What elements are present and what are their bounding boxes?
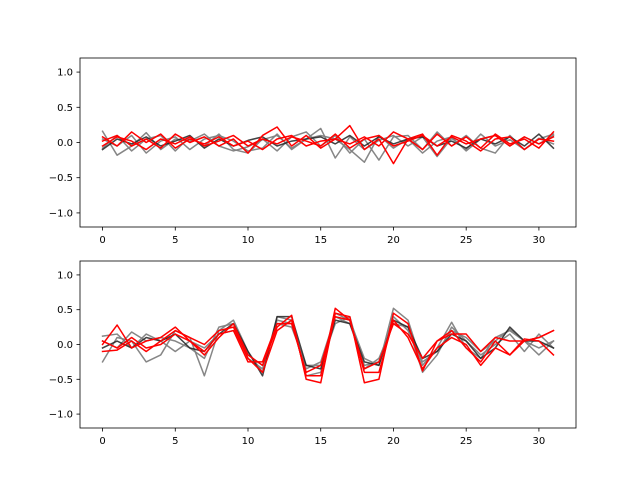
x-tick-label: 5	[172, 436, 178, 447]
subplot-1: 0 5 10 15 20 25 30 −1.0 −0.5 0.0 0.5 1.0	[49, 57, 577, 246]
series-line-7	[101, 133, 555, 151]
series-group	[101, 124, 555, 165]
x-tick-label: 10	[242, 436, 255, 447]
x-tick-label: 0	[99, 235, 105, 246]
y-tick-label: −0.5	[49, 375, 73, 386]
x-tick-label: 5	[172, 235, 178, 246]
series-line-6	[101, 124, 555, 165]
x-axis: 0 5 10 15 20 25 30	[99, 428, 545, 447]
x-tick-label: 15	[314, 436, 327, 447]
x-tick-label: 0	[99, 436, 105, 447]
x-axis: 0 5 10 15 20 25 30	[99, 227, 545, 246]
y-tick-label: 0.5	[57, 103, 73, 114]
x-tick-label: 25	[460, 235, 473, 246]
subplot-2: 0 5 10 15 20 25 30 −1.0 −0.5 0.0 0.5 1.0	[49, 260, 577, 447]
series-line-5	[101, 312, 555, 384]
y-tick-label: 0.0	[57, 340, 73, 351]
x-tick-label: 15	[314, 235, 327, 246]
y-tick-label: 1.0	[57, 68, 73, 79]
x-tick-label: 25	[460, 436, 473, 447]
y-tick-label: 0.0	[57, 138, 73, 149]
x-tick-label: 30	[533, 235, 546, 246]
y-tick-label: −1.0	[49, 208, 73, 219]
y-tick-label: 1.0	[57, 270, 73, 281]
y-tick-label: 0.5	[57, 305, 73, 316]
x-tick-label: 10	[242, 235, 255, 246]
series-group	[101, 307, 555, 384]
y-axis: −1.0 −0.5 0.0 0.5 1.0	[49, 68, 80, 219]
x-tick-label: 20	[387, 235, 400, 246]
series-line-7	[101, 315, 555, 374]
x-tick-label: 30	[533, 436, 546, 447]
x-tick-label: 20	[387, 436, 400, 447]
y-axis: −1.0 −0.5 0.0 0.5 1.0	[49, 270, 80, 421]
y-tick-label: −1.0	[49, 410, 73, 421]
y-tick-label: −0.5	[49, 173, 73, 184]
